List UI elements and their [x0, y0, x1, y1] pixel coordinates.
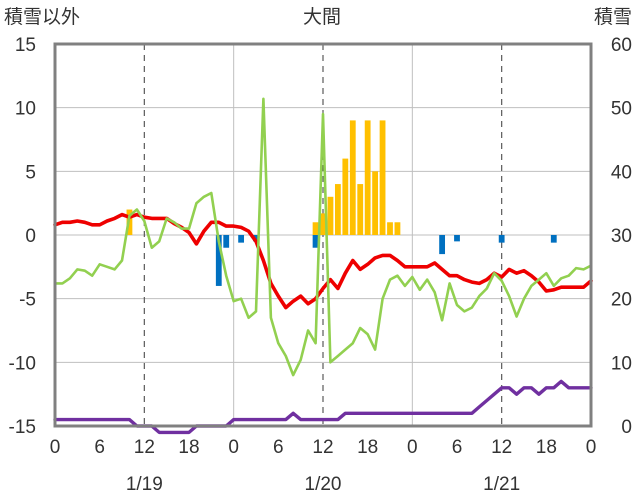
snowfall-bar: [312, 222, 319, 235]
precip_negative-bar: [215, 235, 222, 286]
x-tick-label: 0: [228, 437, 239, 458]
x-tick-label: 18: [357, 437, 378, 458]
x-tick-label: 0: [407, 437, 418, 458]
precip_negative-bar: [253, 235, 259, 242]
x-tick-label: 6: [273, 437, 284, 458]
precip_negative-bar: [498, 235, 505, 243]
right-tick-label: 30: [611, 226, 632, 247]
x-tick-label: 0: [50, 437, 61, 458]
right-tick-label: 40: [611, 162, 632, 183]
snowfall-bar: [334, 184, 341, 235]
day-label: 1/19: [126, 474, 163, 495]
left-tick-label: 15: [15, 35, 36, 56]
bar-series: [126, 120, 557, 286]
left-axis-label: 積雪以外: [4, 6, 80, 28]
x-tick-label: 12: [491, 437, 512, 458]
right-tick-label: 60: [611, 35, 632, 56]
x-tick-label: 18: [178, 437, 199, 458]
right-tick-label: 50: [611, 99, 632, 120]
x-tick-label: 6: [452, 437, 463, 458]
chart-title: 大間: [303, 6, 341, 28]
left-tick-label: 0: [25, 226, 36, 247]
snowfall-bar: [320, 213, 326, 235]
x-tick-label: 12: [312, 437, 333, 458]
precip_negative-bar: [223, 235, 230, 248]
precip_negative-bar: [550, 235, 557, 243]
x-tick-label: 18: [536, 437, 557, 458]
temperature-line: [53, 212, 593, 310]
green-line: [53, 97, 593, 377]
snowfall-bar: [342, 158, 349, 235]
right-tick-label: 0: [621, 417, 632, 438]
snowfall-bar: [327, 196, 334, 235]
snowfall-bar: [379, 120, 386, 235]
snowfall-bar: [349, 120, 356, 235]
snowfall-bar: [387, 222, 393, 235]
day-label: 1/20: [305, 474, 342, 495]
x-tick-label: 0: [586, 437, 597, 458]
left-tick-label: 10: [15, 99, 36, 120]
left-tick-label: -5: [19, 290, 36, 311]
precip_negative-bar: [454, 235, 460, 242]
left-tick-label: -10: [9, 353, 36, 374]
right-tick-label: 10: [611, 353, 632, 374]
snowfall-bar: [364, 120, 371, 235]
day-label: 1/21: [483, 474, 520, 495]
left-tick-label: 5: [25, 162, 36, 183]
snowfall-bar: [394, 222, 401, 235]
precip_negative-bar: [312, 235, 319, 248]
right-axis-label: 積雪: [594, 6, 632, 28]
plot-frame: [53, 42, 593, 428]
left-tick-label: -15: [9, 417, 36, 438]
snowfall-bar: [372, 171, 379, 235]
precip_negative-bar: [238, 235, 245, 243]
x-tick-label: 12: [134, 437, 155, 458]
snowfall-bar: [357, 184, 364, 235]
precip_negative-bar: [439, 235, 446, 255]
x-tick-label: 6: [94, 437, 105, 458]
right-tick-label: 20: [611, 290, 632, 311]
